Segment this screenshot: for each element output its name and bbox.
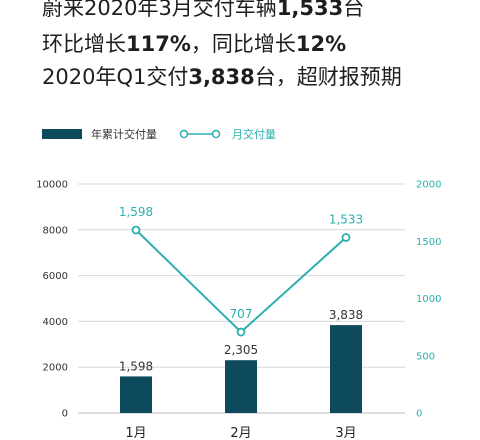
x-category-label: 1月 bbox=[125, 426, 146, 440]
legend-bar-swatch bbox=[42, 129, 82, 139]
line-data-label: 707 bbox=[230, 307, 253, 321]
headline-1-number: 1,533 bbox=[276, 0, 344, 20]
line-point bbox=[131, 225, 141, 235]
headline-line-2: 环比增长117%，同比增长12% bbox=[42, 31, 346, 57]
y-right-tick-label: 1000 bbox=[416, 294, 441, 305]
legend: 年累计交付量 月交付量 bbox=[42, 127, 276, 141]
y-left-tick-label: 6000 bbox=[43, 271, 68, 282]
headline-3-text-a: 2020年Q1交付 bbox=[42, 65, 189, 89]
y-left-tick-label: 0 bbox=[62, 409, 68, 420]
x-category-label: 3月 bbox=[335, 426, 356, 440]
bar-data-label: 1,598 bbox=[119, 359, 153, 373]
line-point bbox=[236, 327, 246, 337]
x-category-label: 2月 bbox=[230, 426, 251, 440]
legend-line-marker-left bbox=[179, 129, 189, 139]
headline-3-number: 3,838 bbox=[188, 65, 255, 89]
headline-2-yoy: 12% bbox=[295, 32, 347, 56]
line-point bbox=[341, 233, 351, 242]
y-left-tick-label: 2000 bbox=[43, 363, 68, 374]
bar-data-label: 2,305 bbox=[224, 343, 258, 357]
y-left-tick-label: 10000 bbox=[36, 180, 68, 191]
y-left-tick-label: 8000 bbox=[43, 225, 68, 236]
headline-3-text-b: 台，超财报预期 bbox=[254, 65, 402, 89]
legend-line-marker-right bbox=[211, 129, 221, 139]
headline-2-text-a: 环比增长 bbox=[42, 32, 126, 56]
legend-line-label: 月交付量 bbox=[232, 127, 276, 141]
bar bbox=[225, 360, 257, 413]
line-data-label: 1,533 bbox=[329, 212, 363, 226]
headline-2-text-b: ，同比增长 bbox=[190, 32, 296, 56]
headline-2-mom: 117% bbox=[126, 32, 191, 56]
bar bbox=[120, 376, 152, 413]
bar-data-label: 3,838 bbox=[329, 308, 363, 322]
y-right-tick-label: 500 bbox=[416, 351, 435, 362]
headline-line-1: 蔚来2020年3月交付车辆1,533台 bbox=[42, 0, 364, 21]
legend-bar-label: 年累计交付量 bbox=[91, 127, 157, 141]
headline-line-3: 2020年Q1交付3,838台，超财报预期 bbox=[42, 64, 402, 90]
bar bbox=[330, 325, 362, 413]
y-right-tick-label: 2000 bbox=[416, 180, 441, 191]
line-data-label: 1,598 bbox=[119, 205, 153, 219]
y-left-tick-label: 4000 bbox=[43, 317, 68, 328]
y-right-tick-label: 1500 bbox=[416, 237, 441, 248]
y-right-tick-label: 0 bbox=[416, 409, 422, 420]
headline-1-unit: 台 bbox=[343, 0, 365, 20]
headline-1-text: 蔚来2020年3月交付车辆 bbox=[42, 0, 277, 20]
